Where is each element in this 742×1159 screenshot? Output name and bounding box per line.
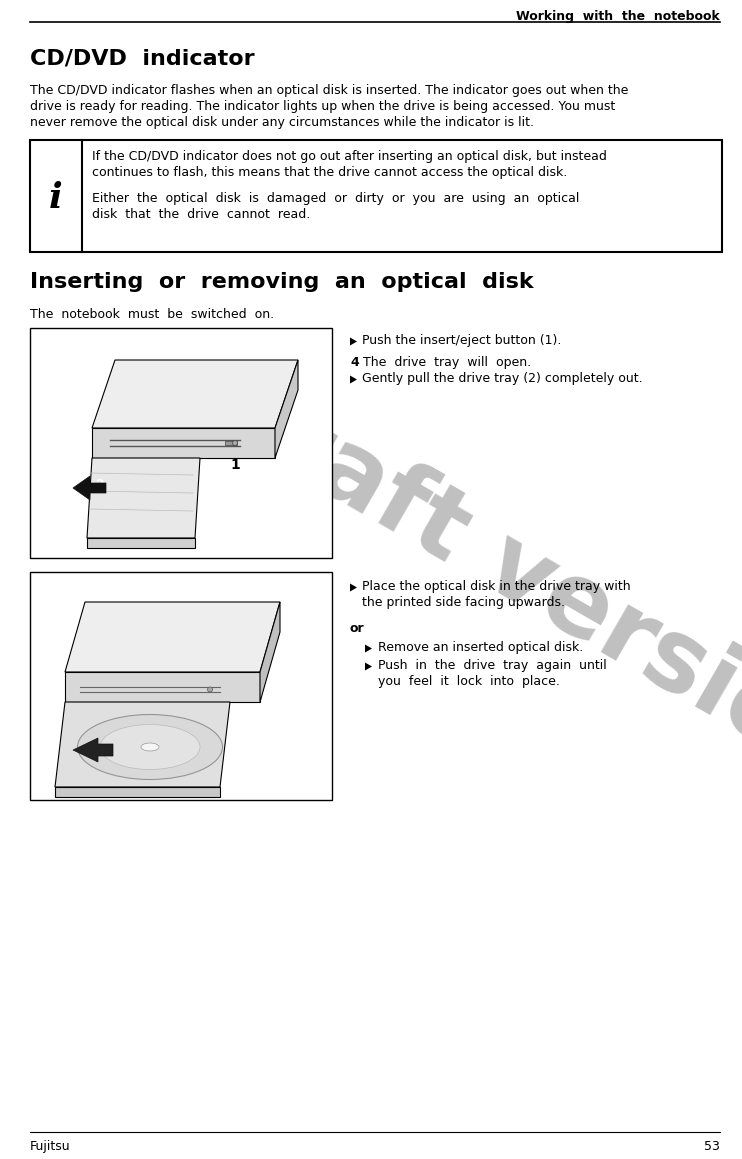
Text: the printed side facing upwards.: the printed side facing upwards. <box>362 596 565 608</box>
Text: disk  that  the  drive  cannot  read.: disk that the drive cannot read. <box>92 207 310 221</box>
Text: 2: 2 <box>96 478 105 490</box>
Polygon shape <box>87 538 195 548</box>
Circle shape <box>208 687 212 692</box>
Text: Push the insert/eject button (1).: Push the insert/eject button (1). <box>362 334 562 347</box>
Polygon shape <box>55 702 230 787</box>
Polygon shape <box>55 787 220 797</box>
Polygon shape <box>65 602 280 672</box>
Text: Gently pull the drive tray (2) completely out.: Gently pull the drive tray (2) completel… <box>362 372 643 385</box>
Polygon shape <box>92 360 298 428</box>
Polygon shape <box>73 738 113 761</box>
Polygon shape <box>350 376 357 384</box>
Text: Working  with  the  notebook: Working with the notebook <box>516 10 720 23</box>
Text: continues to flash, this means that the drive cannot access the optical disk.: continues to flash, this means that the … <box>92 166 567 178</box>
Text: Inserting  or  removing  an  optical  disk: Inserting or removing an optical disk <box>30 272 533 292</box>
Circle shape <box>232 440 237 445</box>
Text: The  notebook  must  be  switched  on.: The notebook must be switched on. <box>30 308 274 321</box>
Bar <box>30 573 332 800</box>
Text: Either  the  optical  disk  is  damaged  or  dirty  or  you  are  using  an  opt: Either the optical disk is damaged or di… <box>92 192 580 205</box>
Text: or: or <box>350 622 364 635</box>
Text: never remove the optical disk under any circumstances while the indicator is lit: never remove the optical disk under any … <box>30 116 534 129</box>
Polygon shape <box>87 458 200 538</box>
Polygon shape <box>365 663 372 671</box>
Text: you  feel  it  lock  into  place.: you feel it lock into place. <box>378 675 560 688</box>
Bar <box>30 328 332 557</box>
Bar <box>225 442 237 445</box>
Text: i: i <box>49 181 63 216</box>
Polygon shape <box>260 602 280 702</box>
Text: Fujitsu: Fujitsu <box>30 1140 70 1153</box>
Polygon shape <box>65 672 260 702</box>
Ellipse shape <box>77 714 223 780</box>
Polygon shape <box>350 337 357 345</box>
Text: Push  in  the  drive  tray  again  until: Push in the drive tray again until <box>378 659 607 672</box>
Polygon shape <box>350 583 357 591</box>
Text: CD/DVD  indicator: CD/DVD indicator <box>30 48 255 68</box>
Text: 4: 4 <box>350 356 358 369</box>
Ellipse shape <box>100 724 200 770</box>
Polygon shape <box>92 428 275 458</box>
Polygon shape <box>365 644 372 653</box>
Text: Draft version: Draft version <box>185 352 742 808</box>
Text: 53: 53 <box>704 1140 720 1153</box>
Polygon shape <box>275 360 298 458</box>
Bar <box>30 140 722 252</box>
Text: drive is ready for reading. The indicator lights up when the drive is being acce: drive is ready for reading. The indicato… <box>30 100 615 112</box>
Text: Remove an inserted optical disk.: Remove an inserted optical disk. <box>378 641 583 654</box>
Text: If the CD/DVD indicator does not go out after inserting an optical disk, but ins: If the CD/DVD indicator does not go out … <box>92 150 607 163</box>
Text: The  drive  tray  will  open.: The drive tray will open. <box>363 356 531 369</box>
Text: 1: 1 <box>230 458 240 472</box>
Ellipse shape <box>141 743 159 751</box>
Text: The CD/DVD indicator flashes when an optical disk is inserted. The indicator goe: The CD/DVD indicator flashes when an opt… <box>30 83 628 97</box>
Text: Place the optical disk in the drive tray with: Place the optical disk in the drive tray… <box>362 580 631 593</box>
Polygon shape <box>73 476 106 500</box>
